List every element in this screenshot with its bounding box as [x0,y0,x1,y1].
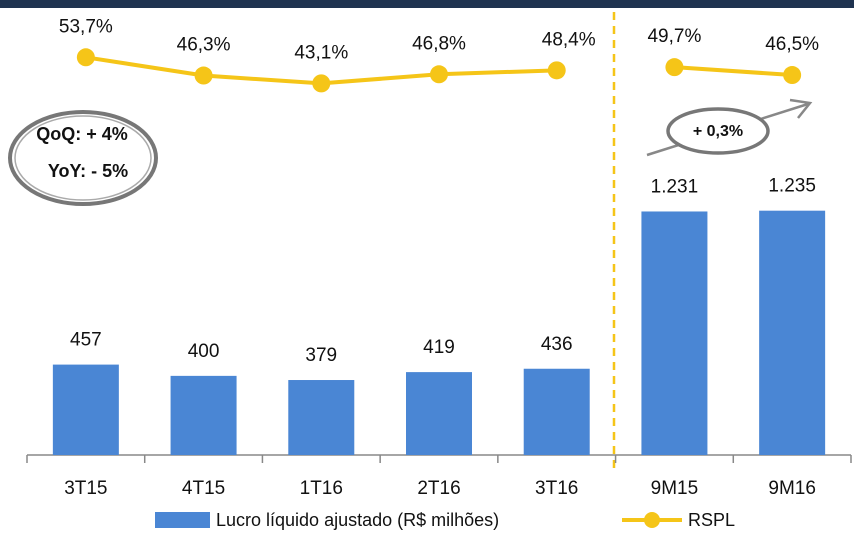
data-label: 419 [423,337,455,358]
x-tick-label: 9M16 [768,478,816,499]
x-tick-label: 9M15 [651,478,699,499]
data-label: 400 [188,341,220,362]
data-label: 1.231 [651,176,699,197]
line-marker [76,48,95,67]
line-marker [430,65,448,84]
data-label: 436 [541,334,573,355]
bar [641,211,708,455]
bar [52,364,119,455]
line-marker [312,74,331,93]
x-tick-label: 3T15 [64,478,107,499]
data-label: 53,7% [59,16,113,37]
legend-label: RSPL [688,510,735,530]
bar [170,375,237,455]
annotation: + 0,3% [693,123,743,140]
data-label: 48,4% [542,29,596,50]
x-tick-label: 4T15 [182,478,225,499]
data-label: 379 [305,345,337,366]
callout-ellipse [666,107,770,155]
line-marker [665,58,684,77]
data-label: 43,1% [294,42,348,63]
legend-marker [644,512,660,528]
callout-ellipse [8,110,158,206]
callout-ellipse-inner [14,115,152,201]
arrow-head [789,98,813,119]
bar [288,380,355,455]
data-label: 457 [70,330,102,351]
data-label: 1.235 [768,176,816,197]
annotation: QoQ: + 4% [36,124,128,144]
line [674,65,793,78]
top-band [0,0,854,8]
legend-swatch [155,512,210,528]
x-tick-label: 2T16 [417,478,460,499]
line-marker [194,66,213,85]
legend-label: Lucro líquido ajustado (R$ milhões) [216,510,499,530]
data-label: 46,3% [177,35,231,56]
bar [759,210,826,455]
data-label: 49,7% [647,26,701,47]
line-marker [783,66,802,85]
annotation: YoY: - 5% [48,161,128,181]
line-marker [547,61,566,80]
x-tick-label: 3T16 [535,478,578,499]
x-tick-label: 1T16 [300,478,343,499]
data-label: 46,8% [412,33,466,54]
bar [406,372,472,455]
data-label: 46,5% [765,34,819,55]
bar [523,368,590,455]
